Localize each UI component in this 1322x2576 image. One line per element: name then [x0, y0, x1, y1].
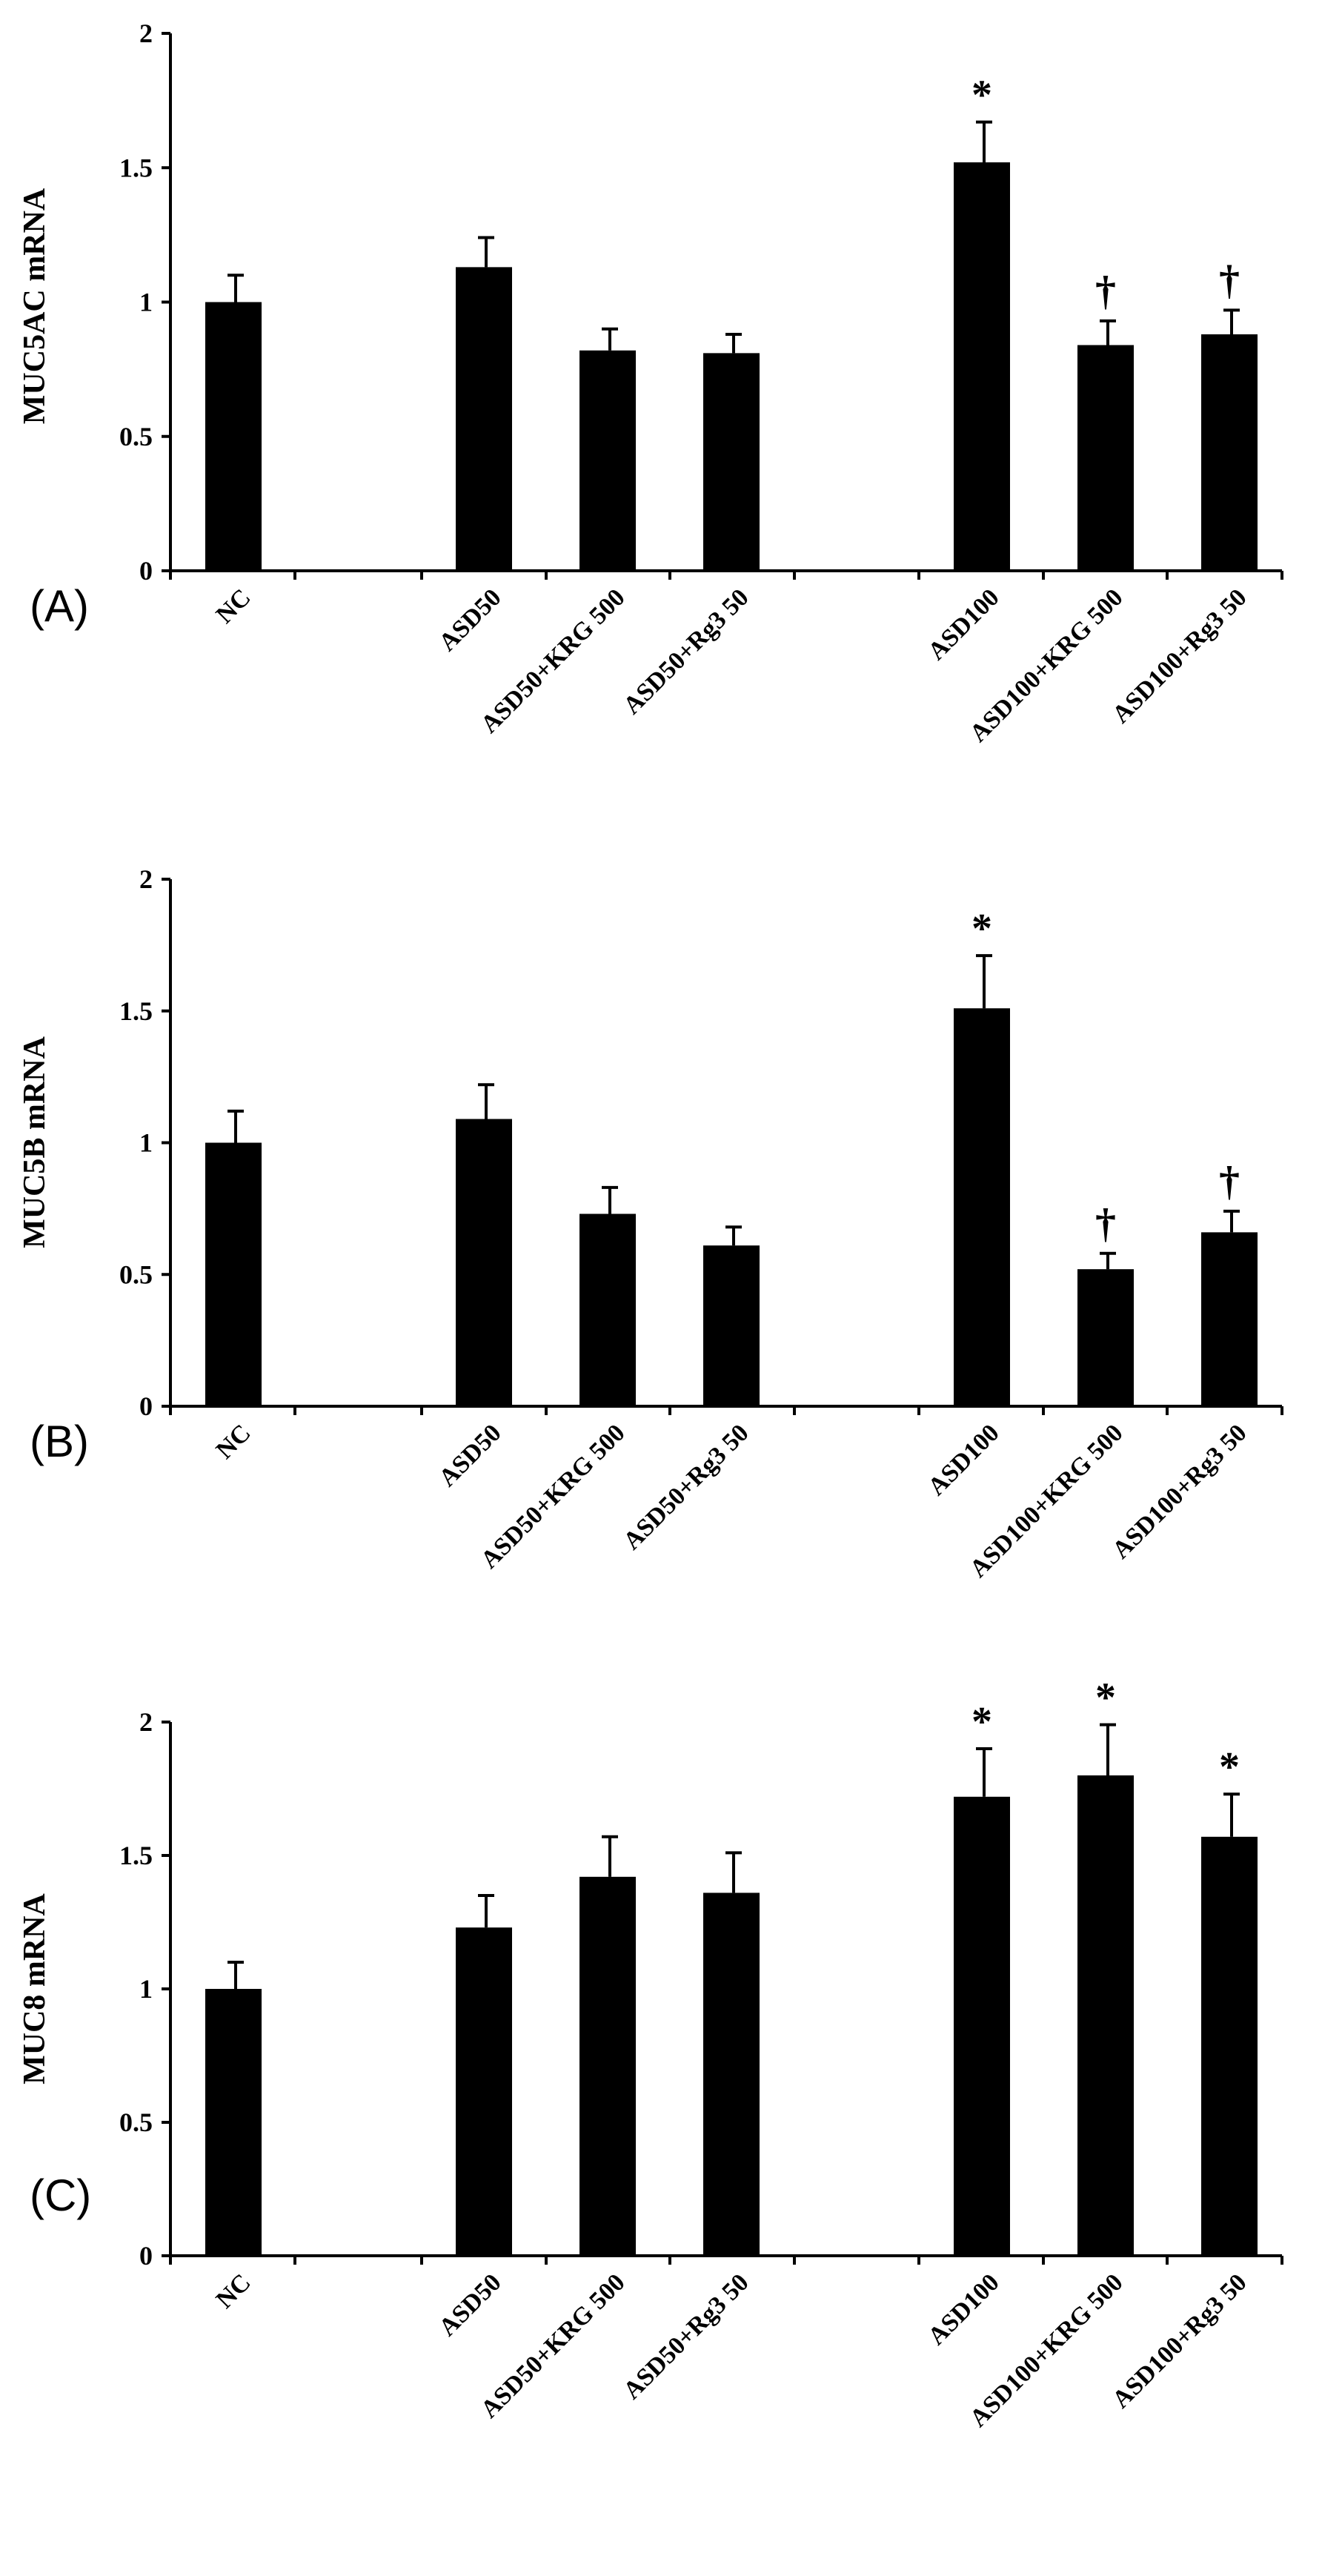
panel-a-axes	[162, 32, 1283, 580]
panel-c-significance-marks: * * *	[971, 1675, 1240, 1791]
panel-b: MUC5B mRNA (B) * † † 0 0.5 1 1.5 2 NC ASD50 ASD5…	[18, 864, 1283, 1583]
panel-b-significance-marks: * † †	[971, 906, 1240, 1247]
panel-a-bars	[205, 162, 1258, 571]
bar-asd100-rg3-50	[1201, 334, 1258, 571]
bar-nc	[205, 1989, 262, 2256]
panel-c-y-tick-labels: 0 0.5 1 1.5 2	[119, 1707, 153, 2271]
category-label-asd50-rg3-50: ASD50+Rg3 50	[618, 2268, 754, 2404]
panel-a-y-axis-title: MUC5AC mRNA	[18, 188, 52, 424]
category-label-asd50: ASD50	[434, 583, 506, 656]
y-tick-label: 1.5	[119, 153, 153, 182]
category-label-asd100: ASD100	[923, 2268, 1004, 2350]
category-label-asd50-rg3-50: ASD50+Rg3 50	[618, 583, 754, 719]
significance-dagger: †	[1219, 1159, 1240, 1205]
y-tick-label: 0	[139, 1391, 153, 1421]
significance-asterisk: *	[971, 906, 992, 952]
y-tick-label: 1.5	[119, 1841, 153, 1870]
panel-a-significance-marks: * † †	[971, 73, 1240, 314]
y-tick-label: 0.5	[119, 422, 153, 451]
panel-a-y-tick-labels: 0 0.5 1 1.5 2	[119, 19, 153, 586]
panel-c-error-bars	[227, 1723, 1240, 1989]
panel-c-axes	[162, 1721, 1283, 2265]
bar-asd50-rg3-50	[703, 1245, 760, 1406]
panel-b-axes	[162, 878, 1283, 1415]
bar-asd100-rg3-50	[1201, 1836, 1258, 2256]
y-tick-label: 1	[139, 1974, 153, 2004]
panel-c: MUC8 mRNA (C) * * * 0 0.5 1 1.5 2 NC ASD50 ASD50…	[18, 1675, 1283, 2432]
bar-asd100-krg-500	[1077, 1269, 1134, 1406]
y-tick-label: 0	[139, 2241, 153, 2271]
significance-asterisk: *	[1095, 1675, 1116, 1721]
category-label-nc: NC	[211, 2268, 256, 2314]
y-tick-label: 1	[139, 288, 153, 317]
category-label-asd100: ASD100	[923, 583, 1004, 665]
y-tick-label: 1	[139, 1128, 153, 1158]
bar-asd100	[954, 162, 1010, 571]
significance-asterisk: *	[971, 73, 992, 119]
bar-asd50-krg-500	[579, 1876, 636, 2256]
y-tick-label: 2	[139, 1707, 153, 1737]
panel-a: MUC5AC mRNA (A) * † † 0 0.5 1 1.5 2 NC ASD50 ASD…	[18, 19, 1283, 747]
bar-nc	[205, 1142, 262, 1406]
bar-asd50	[456, 267, 512, 571]
y-tick-label: 1.5	[119, 996, 153, 1026]
panel-c-y-axis-title: MUC8 mRNA	[18, 1893, 52, 2084]
bar-asd100	[954, 1008, 1010, 1406]
bar-asd100-rg3-50	[1201, 1232, 1258, 1406]
significance-dagger: †	[1219, 257, 1240, 303]
category-label-asd100-rg3-50: ASD100+Rg3 50	[1107, 583, 1252, 728]
panel-b-error-bars	[227, 954, 1240, 1270]
bar-asd50-krg-500	[579, 1213, 636, 1406]
significance-dagger: †	[1095, 1201, 1116, 1247]
y-tick-label: 0.5	[119, 1259, 153, 1289]
category-label-nc: NC	[211, 1419, 256, 1464]
significance-asterisk: *	[1219, 1744, 1240, 1790]
panel-c-bars	[205, 1775, 1258, 2256]
category-label-asd100-rg3-50: ASD100+Rg3 50	[1107, 1419, 1252, 1563]
y-tick-label: 0	[139, 556, 153, 586]
category-label-asd50-rg3-50: ASD50+Rg3 50	[618, 1419, 754, 1554]
bar-asd100	[954, 1796, 1010, 2256]
panel-b-label: (B)	[30, 1417, 89, 1466]
y-tick-label: 0.5	[119, 2108, 153, 2137]
bar-asd50-rg3-50	[703, 1893, 760, 2256]
y-tick-label: 2	[139, 19, 153, 48]
y-tick-label: 2	[139, 864, 153, 894]
bar-asd100-krg-500	[1077, 345, 1134, 571]
significance-dagger: †	[1095, 268, 1116, 314]
bar-asd100-krg-500	[1077, 1775, 1134, 2256]
panel-b-y-tick-labels: 0 0.5 1 1.5 2	[119, 864, 153, 1421]
bar-asd50	[456, 1119, 512, 1406]
panel-a-label: (A)	[30, 581, 89, 631]
category-label-asd100-rg3-50: ASD100+Rg3 50	[1107, 2268, 1252, 2413]
bar-asd50-rg3-50	[703, 353, 760, 571]
panel-b-bars	[205, 1008, 1258, 1406]
significance-asterisk: *	[971, 1699, 992, 1745]
category-label-asd100: ASD100	[923, 1419, 1004, 1500]
category-label-asd50: ASD50	[434, 1419, 506, 1491]
bar-asd50	[456, 1927, 512, 2256]
panel-b-y-axis-title: MUC5B mRNA	[18, 1036, 52, 1248]
panel-c-label: (C)	[30, 2171, 91, 2220]
bar-nc	[205, 302, 262, 571]
bar-asd50-krg-500	[579, 350, 636, 571]
panel-a-error-bars	[227, 120, 1240, 354]
category-label-nc: NC	[211, 583, 256, 629]
category-label-asd50: ASD50	[434, 2268, 506, 2341]
